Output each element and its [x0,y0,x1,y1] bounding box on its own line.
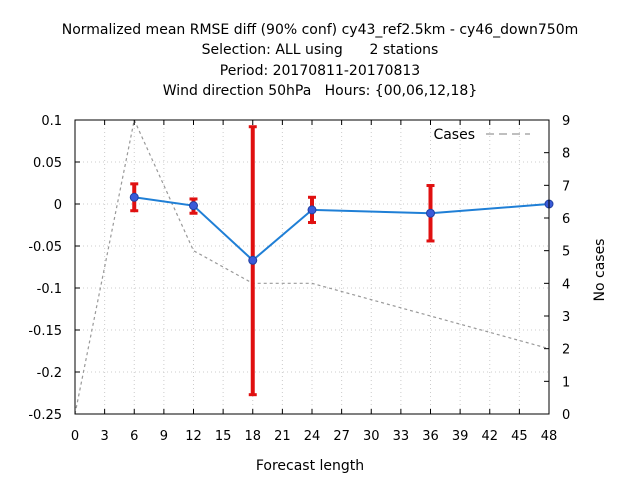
y2-tick-label: 7 [562,179,570,194]
y2-tick-label: 5 [562,245,570,260]
data-point [129,192,139,202]
points-layer [129,192,554,265]
x-tick-label: 6 [130,429,138,444]
x-tick-label: 0 [71,429,79,444]
x-tick-label: 27 [333,429,350,444]
series-line-rmse-diff [134,196,550,262]
y2-tick-label: 9 [562,114,570,129]
x-tick-label: 45 [511,429,528,444]
rmse-layer [134,196,550,262]
y2-axis-label: No cases [592,239,608,302]
x-tick-label: 18 [244,429,261,444]
y-tick-label: -0.05 [28,240,62,255]
y2-tick-labels: 9 8 7 6 5 4 3 2 1 0 [562,114,570,423]
y2-tick-label: 1 [562,375,570,390]
data-point [248,255,258,265]
x-tick-label: 9 [160,429,168,444]
data-point [426,208,435,218]
x-tick-label: 30 [363,429,380,444]
x-tick-label: 36 [422,429,439,444]
y2-tick-label: 0 [562,408,570,423]
y-tick-label: 0.05 [33,156,62,171]
y-tick-label: -0.2 [37,366,62,381]
title-line-2: Selection: ALL using 2 stations [202,42,439,58]
y-tick-labels: 0.1 0.05 0 -0.05 -0.1 -0.15 -0.2 -0.25 [28,114,62,423]
y2-tick-label: 3 [562,310,570,325]
y-tick-label: -0.15 [28,324,62,339]
x-tick-label: 12 [185,429,202,444]
y2-tick-label: 6 [562,212,570,227]
x-tick-label: 21 [274,429,291,444]
chart-title: Normalized mean RMSE diff (90% conf) cy4… [62,22,579,99]
y2-tick-label: 8 [562,147,570,162]
x-tick-label: 24 [304,429,321,444]
title-line-3: Period: 20170811-20170813 [220,63,420,79]
grid [74,119,550,415]
legend-label-cases: Cases [433,127,475,143]
y-tick-label: -0.25 [28,408,62,423]
ticks-layer [74,119,550,415]
title-line-1: Normalized mean RMSE diff (90% conf) cy4… [62,22,579,38]
y-tick-label: -0.1 [37,282,62,297]
x-tick-label: 39 [452,429,469,444]
x-tick-label: 3 [100,429,108,444]
title-line-4: Wind direction 50hPa Hours: {00,06,12,18… [163,83,477,99]
y-tick-label: 0.1 [41,114,62,129]
data-point [189,201,198,211]
x-tick-label: 48 [541,429,558,444]
legend: Cases [433,127,530,143]
x-tick-label: 15 [215,429,232,444]
y2-tick-label: 2 [562,343,570,358]
y2-tick-label: 4 [562,277,570,292]
data-point [307,205,317,215]
x-axis-label: Forecast length [256,458,364,474]
x-tick-label: 33 [393,429,410,444]
x-tick-label: 42 [481,429,498,444]
y-tick-label: 0 [54,198,62,213]
x-tick-labels: 0 3 6 9 12 15 18 21 24 27 30 33 36 39 42 45 48 [71,429,557,444]
